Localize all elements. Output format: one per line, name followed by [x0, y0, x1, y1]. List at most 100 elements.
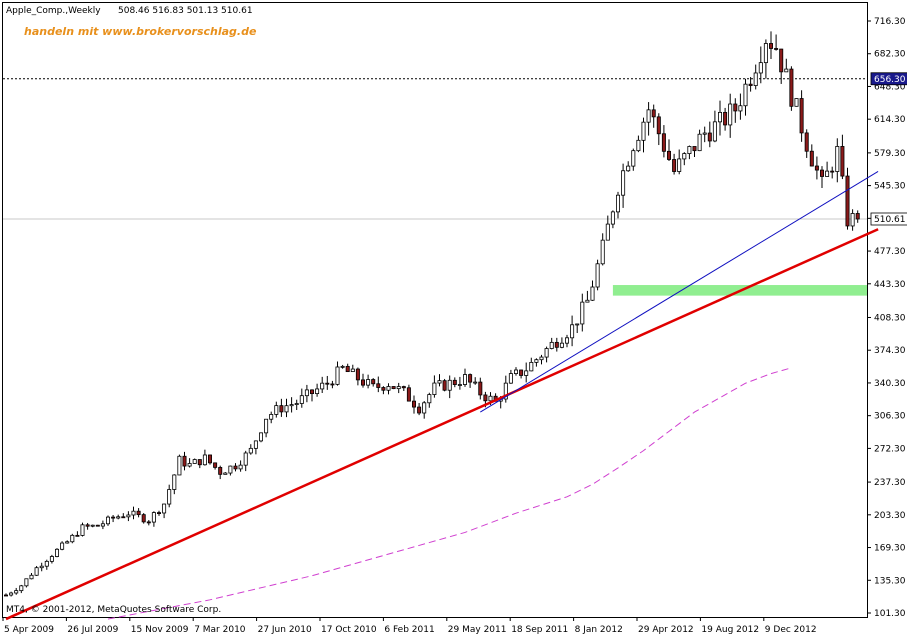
candle-body [299, 395, 304, 404]
blue-trendline [480, 171, 879, 413]
chart-header-symbol: Apple_Comp.,Weekly [6, 6, 101, 16]
candle-body [697, 133, 702, 152]
x-tick-label: 17 Oct 2010 [321, 625, 377, 635]
candle-body [75, 534, 80, 537]
y-tick-label: 340.30 [874, 379, 906, 389]
candle-body [121, 516, 126, 519]
candle-body [258, 432, 263, 442]
candle-body [70, 534, 75, 543]
candle-body [131, 510, 136, 516]
candle-body [371, 379, 376, 385]
candle-body [187, 463, 192, 467]
candle-body [360, 379, 365, 386]
candle-body [136, 510, 141, 516]
candle-body [325, 382, 330, 385]
y-tick-label: 203.30 [874, 511, 906, 521]
candle-body [422, 402, 427, 414]
candle-body [417, 406, 422, 414]
candle-body [192, 459, 197, 464]
candle-body [243, 452, 248, 466]
candle-body [468, 374, 473, 383]
candle-body [442, 380, 447, 391]
candle-body [406, 387, 411, 402]
candle-body [539, 356, 544, 361]
y-tick-label: 306.30 [874, 412, 906, 422]
candle-body [269, 414, 274, 420]
candle-body [636, 139, 641, 152]
candle-body [738, 105, 743, 112]
candle-body [207, 454, 212, 464]
candle-body [401, 386, 406, 389]
candle-body [182, 455, 187, 467]
candle-body [580, 301, 585, 325]
candle-body [728, 103, 733, 126]
candle-body [14, 590, 19, 594]
last-price-tag: 510.61 [874, 215, 906, 225]
y-tick-label: 408.30 [874, 313, 906, 323]
x-tick-label: 8 Jan 2012 [575, 625, 623, 635]
candle-body [376, 383, 381, 388]
y-tick-label: 237.30 [874, 478, 906, 488]
candle-body [294, 403, 299, 405]
candle-body [116, 516, 121, 519]
candle-body [126, 514, 131, 518]
candle-body [151, 512, 156, 523]
candle-body [855, 213, 860, 220]
x-tick-label: 27 Jun 2010 [258, 625, 312, 635]
candle-body [692, 146, 697, 152]
y-tick-label: 716.30 [874, 17, 906, 27]
candle-body [840, 146, 845, 177]
candle-body [381, 387, 386, 391]
promo-text: handeln mit www.brokervorschlag.de [24, 25, 257, 38]
x-tick-label: 6 Feb 2011 [384, 625, 434, 635]
candle-body [289, 404, 294, 407]
candle-body [804, 132, 809, 152]
candle-body [529, 361, 534, 372]
candle-body [534, 359, 539, 363]
candle-body [585, 299, 590, 303]
candle-body [4, 594, 9, 597]
candle-body [274, 405, 279, 415]
candle-body [396, 386, 401, 390]
candle-body [590, 286, 595, 301]
y-tick-label: 443.30 [874, 280, 906, 290]
candle-body [473, 381, 478, 384]
candle-body [677, 158, 682, 172]
candle-body [156, 512, 161, 515]
plot-frame [2, 2, 868, 618]
candle-body [462, 374, 467, 385]
candle-body [355, 368, 360, 381]
candle-body [238, 464, 243, 470]
y-tick-label: 101.30 [874, 609, 906, 619]
horizontal-level-tag: 656.30 [874, 75, 906, 85]
candle-body [830, 170, 835, 173]
candle-body [162, 503, 167, 514]
candle-body [279, 405, 284, 413]
candle-body [488, 395, 493, 402]
candle-body [733, 103, 738, 112]
candle-body [411, 400, 416, 408]
candle-body [845, 175, 850, 227]
candle-body [809, 150, 814, 167]
candle-body [391, 386, 396, 390]
y-tick-label: 648.30 [874, 82, 906, 92]
candle-body [595, 263, 600, 288]
candle-body [789, 68, 794, 107]
candle-body [748, 83, 753, 86]
y-tick-label: 272.30 [874, 444, 906, 454]
y-tick-label: 374.30 [874, 346, 906, 356]
candle-body [723, 111, 728, 126]
candle-body [610, 211, 615, 225]
copyright-text: MT4, © 2001-2012, MetaQuotes Software Co… [6, 605, 221, 615]
candle-body [682, 153, 687, 160]
x-tick-label: 7 Mar 2010 [194, 625, 246, 635]
candle-body [335, 366, 340, 385]
candle-body [565, 337, 570, 344]
candle-body [519, 369, 524, 376]
moving-average-line [107, 367, 792, 620]
candle-body [202, 454, 207, 466]
candle-body [437, 380, 442, 384]
candle-body [177, 455, 182, 476]
candle-body [90, 524, 95, 527]
candle-body [687, 146, 692, 154]
